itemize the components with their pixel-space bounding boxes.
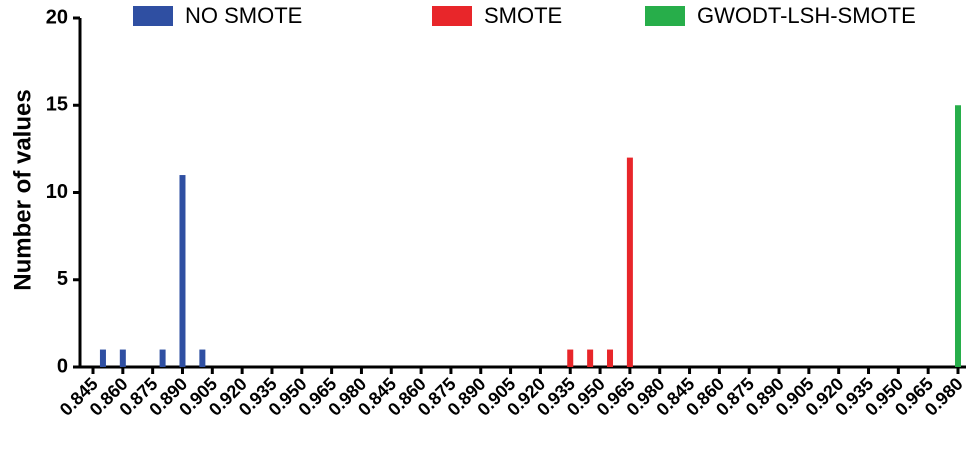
- y-tick-label: 0: [57, 355, 68, 377]
- bar: [119, 349, 126, 367]
- y-axis-title: Number of values: [9, 89, 36, 290]
- bar: [955, 105, 961, 367]
- legend-label: SMOTE: [484, 3, 562, 28]
- legend-swatch: [133, 6, 173, 26]
- bar: [159, 349, 166, 367]
- y-tick-label: 10: [46, 181, 68, 203]
- y-tick-label: 20: [46, 6, 68, 28]
- legend-swatch: [645, 6, 685, 26]
- bar: [607, 349, 614, 367]
- bar: [567, 349, 574, 367]
- bar: [179, 175, 186, 367]
- legend-label: NO SMOTE: [185, 3, 302, 28]
- y-tick-label: 15: [46, 94, 68, 116]
- bar: [99, 349, 106, 367]
- bar: [199, 349, 206, 367]
- y-tick-label: 5: [57, 268, 68, 290]
- bar: [626, 157, 633, 367]
- legend-swatch: [432, 6, 472, 26]
- legend-label: GWODT-LSH-SMOTE: [697, 3, 916, 28]
- bar: [587, 349, 594, 367]
